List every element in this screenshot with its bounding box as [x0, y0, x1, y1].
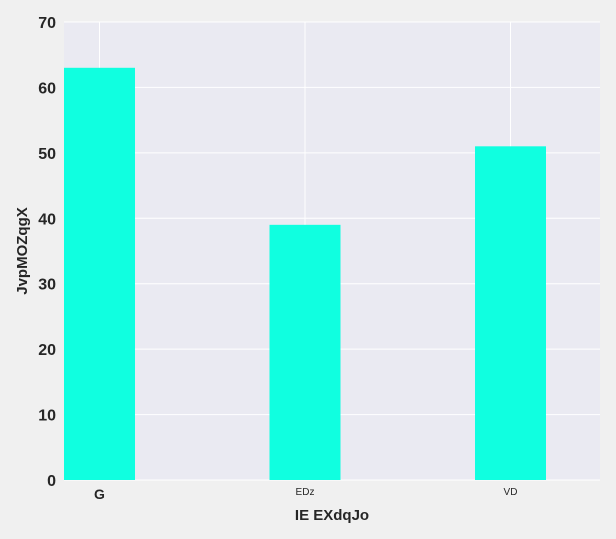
y-tick-label: 40 [38, 211, 56, 228]
y-tick-label: 30 [38, 277, 56, 294]
bar-g [64, 67, 135, 481]
x-tick-label: VD [504, 487, 518, 498]
x-axis-label: IE EXdqJo [295, 507, 369, 524]
bar-vd [475, 146, 546, 481]
x-tick-label: G [94, 486, 105, 502]
y-tick-label: 60 [38, 80, 56, 97]
y-tick-labels: 0 10 20 30 40 50 60 70 [38, 15, 56, 490]
bar-edz [269, 224, 341, 480]
x-tick-labels: G EDz VD [94, 486, 517, 502]
y-tick-label: 0 [47, 473, 56, 490]
x-tick-label: EDz [296, 487, 315, 498]
bars [64, 67, 546, 481]
y-axis-label: JvpMOZqgX [14, 207, 31, 295]
y-tick-label: 10 [38, 408, 56, 425]
y-tick-label: 70 [38, 15, 56, 32]
y-tick-label: 50 [38, 146, 56, 163]
y-tick-label: 20 [38, 342, 56, 359]
